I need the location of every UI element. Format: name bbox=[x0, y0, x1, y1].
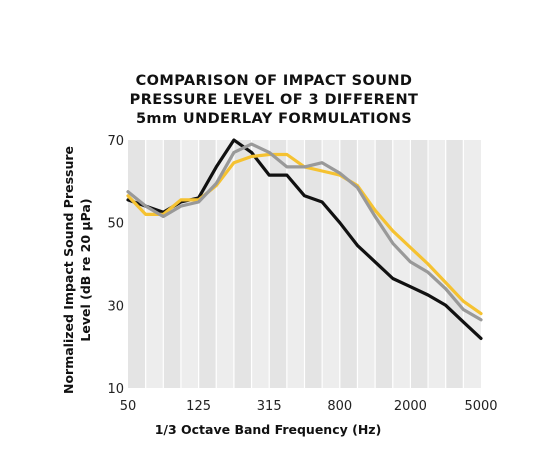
grid-band bbox=[304, 140, 323, 388]
chart-title: COMPARISON OF IMPACT SOUND PRESSURE LEVE… bbox=[0, 72, 548, 129]
y-axis-title-line-1: Normalized Impact Sound Pressure bbox=[61, 146, 76, 394]
grid-band bbox=[375, 140, 393, 388]
y-axis-title: Normalized Impact Sound Pressure Level (… bbox=[61, 146, 93, 394]
grid-band bbox=[216, 140, 234, 388]
grid-band bbox=[198, 140, 217, 388]
grid-band bbox=[233, 140, 252, 388]
grid-band bbox=[392, 140, 411, 388]
chart-title-line-3: 5mm UNDERLAY FORMULATIONS bbox=[135, 111, 413, 127]
y-tick-label: 50 bbox=[107, 217, 124, 232]
grid-band bbox=[463, 140, 481, 388]
x-tick-label: 315 bbox=[257, 399, 282, 414]
grid-band bbox=[428, 140, 446, 388]
grid-band bbox=[357, 140, 376, 388]
y-axis-ticks: 10 30 50 70 bbox=[107, 134, 124, 397]
x-tick-label: 50 bbox=[120, 399, 137, 414]
x-tick-label: 800 bbox=[327, 399, 352, 414]
y-tick-label: 10 bbox=[107, 382, 124, 397]
grid-band bbox=[322, 140, 340, 388]
grid-band bbox=[269, 140, 287, 388]
x-axis-title: 1/3 Octave Band Frequency (Hz) bbox=[155, 422, 382, 437]
grid-band bbox=[145, 140, 164, 388]
grid-band bbox=[286, 140, 305, 388]
grid-band bbox=[445, 140, 464, 388]
x-axis-ticks: 50 125 315 800 2000 5000 bbox=[120, 399, 498, 414]
chart-title-line-2: PRESSURE LEVEL OF 3 DIFFERENT bbox=[129, 92, 419, 108]
grid-band bbox=[163, 140, 181, 388]
grid-band bbox=[339, 140, 358, 388]
grid-band bbox=[251, 140, 270, 388]
chart-title-line-1: COMPARISON OF IMPACT SOUND bbox=[135, 73, 413, 89]
grid-band bbox=[128, 140, 146, 388]
x-tick-label: 2000 bbox=[394, 399, 427, 414]
series-lines bbox=[126, 138, 483, 340]
y-tick-label: 30 bbox=[107, 299, 124, 314]
grid-band bbox=[410, 140, 429, 388]
x-tick-label: 125 bbox=[186, 399, 211, 414]
x-tick-label: 5000 bbox=[464, 399, 497, 414]
y-axis-title-line-2: Level (dB re 20 μPa) bbox=[78, 198, 93, 341]
series-line-3 bbox=[126, 142, 483, 322]
grid-band bbox=[180, 140, 199, 388]
y-tick-label: 70 bbox=[107, 134, 124, 149]
